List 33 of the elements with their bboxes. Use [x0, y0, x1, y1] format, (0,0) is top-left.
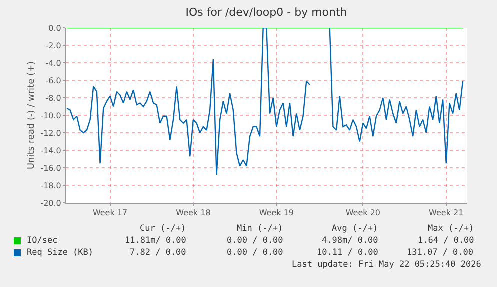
x-tick-label: Week 18 [176, 208, 211, 218]
text: Min (-/+) [237, 224, 284, 234]
x-tick-label: Week 20 [346, 208, 380, 218]
text: Max (-/+) [428, 224, 474, 234]
y-tick-label: 0.0 [48, 24, 62, 33]
chart-title: IOs for /dev/loop0 - by month [186, 6, 348, 19]
y-tick-label: -6.0 [46, 76, 62, 86]
text: 11.81m/ 0.00 [125, 236, 186, 246]
text: 1.64 / 0.00 [418, 236, 474, 246]
text: Last update: Fri May 22 05:25:40 2026 [292, 260, 482, 270]
y-tick-label: -4.0 [46, 58, 62, 68]
y-tick-label: -16.0 [40, 164, 62, 173]
y-tick-label: -14.0 [40, 146, 62, 156]
y-tick-label: -8.0 [46, 94, 62, 103]
text: 131.07 / 0.00 [407, 248, 474, 258]
legend-label: Req Size (KB) [27, 248, 94, 258]
y-axis-title: Units read (-) / write (+) [27, 61, 38, 170]
text: Cur (-/+) [140, 224, 186, 234]
text: 7.82 / 0.00 [130, 248, 186, 258]
text: 4.98m/ 0.00 [322, 236, 378, 246]
x-tick-label: Week 17 [92, 208, 128, 218]
text: 0.00 / 0.00 [227, 248, 284, 258]
y-tick-label: -10.0 [40, 111, 62, 120]
text: 0.00 / 0.00 [227, 236, 284, 246]
x-tick-label: Week 19 [259, 208, 294, 218]
y-tick-label: -12.0 [40, 128, 62, 138]
y-tick-label: -18.0 [40, 181, 62, 190]
text: 10.11 / 0.00 [317, 248, 378, 258]
y-tick-label: -2.0 [46, 41, 62, 50]
text: Avg (-/+) [332, 224, 378, 234]
legend-label: IO/sec [27, 236, 58, 246]
y-tick-label: -20.0 [40, 198, 62, 208]
x-tick-label: Week 21 [429, 208, 464, 218]
